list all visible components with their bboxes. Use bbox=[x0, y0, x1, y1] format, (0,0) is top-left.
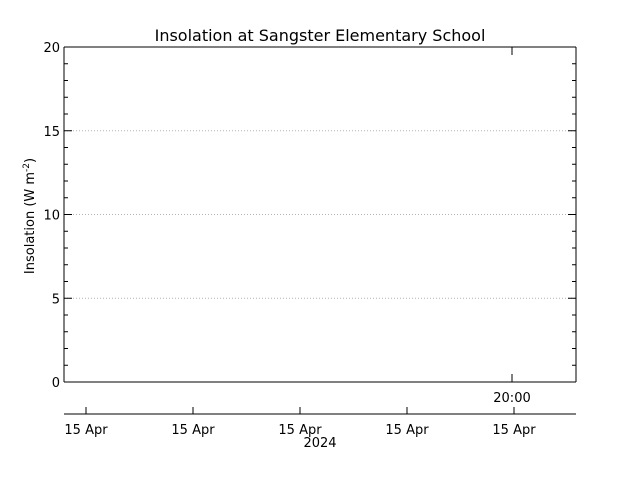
y-axis-label: Insolation (W m-2) bbox=[22, 158, 38, 274]
x-tick-label: 15 Apr bbox=[64, 423, 108, 438]
x-axis-ticks bbox=[85, 407, 515, 414]
y-axis-tick-labels: 0 5 10 15 20 bbox=[43, 41, 60, 391]
y-tick-label: 15 bbox=[43, 125, 60, 140]
y-tick-label: 10 bbox=[43, 209, 60, 224]
grid-lines bbox=[64, 130, 576, 299]
x-tick-label: 15 Apr bbox=[171, 423, 215, 438]
x-axis-year: 2024 bbox=[303, 436, 336, 451]
y-axis-ticks bbox=[64, 46, 576, 383]
x-axis-tick-labels: 15 Apr 15 Apr 15 Apr 15 Apr 15 Apr bbox=[64, 423, 536, 438]
x-tick-label: 15 Apr bbox=[492, 423, 536, 438]
x-tick-label: 15 Apr bbox=[385, 423, 429, 438]
y-tick-label: 0 bbox=[52, 376, 60, 391]
x-time-annotation: 20:00 bbox=[493, 391, 530, 406]
chart-title: Insolation at Sangster Elementary School bbox=[155, 26, 486, 45]
plot-frame bbox=[63, 46, 577, 383]
y-tick-label: 5 bbox=[52, 292, 60, 307]
x-tick-label: 15 Apr bbox=[278, 423, 322, 438]
y-tick-label: 20 bbox=[43, 41, 60, 56]
